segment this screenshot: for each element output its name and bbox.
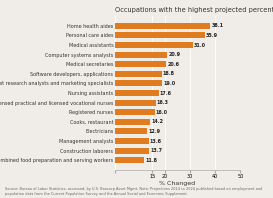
Text: Source: Bureau of Labor Statistics, accessed, by U.S. Bancorp Asset Mgmt. Note: : Source: Bureau of Labor Statistics, acce… — [5, 188, 263, 196]
Text: 38.1: 38.1 — [211, 23, 223, 28]
Text: 16.3: 16.3 — [157, 100, 169, 105]
Bar — [115, 52, 167, 58]
Text: 16.0: 16.0 — [156, 110, 168, 115]
Text: 19.0: 19.0 — [163, 81, 176, 86]
Text: 17.6: 17.6 — [160, 90, 172, 96]
Bar — [115, 42, 192, 48]
Text: 20.6: 20.6 — [167, 62, 179, 67]
Text: 20.9: 20.9 — [168, 52, 180, 57]
Bar — [115, 157, 144, 163]
Text: 18.8: 18.8 — [163, 71, 175, 76]
X-axis label: % Changed: % Changed — [159, 181, 195, 186]
Bar — [115, 129, 147, 134]
Bar — [115, 138, 149, 144]
Bar — [115, 148, 149, 154]
Bar — [115, 32, 205, 38]
Bar — [115, 119, 150, 125]
Bar — [115, 80, 162, 87]
Text: 11.8: 11.8 — [145, 158, 157, 163]
Bar — [115, 109, 155, 115]
Text: 13.6: 13.6 — [150, 139, 162, 144]
Text: 31.0: 31.0 — [194, 43, 206, 48]
Bar — [115, 100, 156, 106]
Bar — [115, 71, 162, 77]
Text: 13.7: 13.7 — [150, 148, 162, 153]
Bar — [115, 61, 167, 67]
Text: 12.9: 12.9 — [148, 129, 160, 134]
Text: 35.9: 35.9 — [206, 33, 218, 38]
Bar — [115, 23, 210, 29]
Text: Occupations with the highest projected percent increase, 2014 to 2024, BLS*: Occupations with the highest projected p… — [115, 7, 273, 13]
Bar — [115, 90, 159, 96]
Text: 14.2: 14.2 — [151, 119, 163, 124]
